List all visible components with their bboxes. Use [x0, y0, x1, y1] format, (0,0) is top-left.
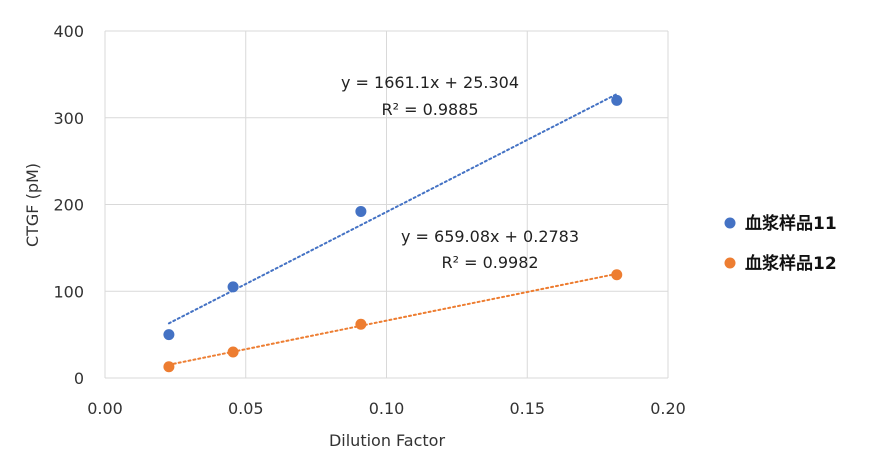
- x-tick-label-1: 0.05: [228, 399, 264, 418]
- x-tick-label-3: 0.15: [509, 399, 545, 418]
- point-series1-2: [355, 205, 367, 217]
- x-tick-label-2: 0.10: [369, 399, 405, 418]
- data-points: [163, 94, 623, 373]
- x-axis-title: Dilution Factor: [329, 431, 445, 450]
- legend: 血浆样品11 血浆样品12: [724, 213, 837, 274]
- x-tick-label-0: 0.00: [87, 399, 123, 418]
- y-tick-label-2: 200: [53, 196, 84, 215]
- series2-equation: y = 659.08x + 0.2783: [401, 227, 579, 246]
- legend-marker-series1: [724, 217, 736, 229]
- point-series2-2: [355, 318, 367, 330]
- y-axis-title: CTGF (pM): [23, 163, 42, 247]
- trendlines: [167, 93, 618, 366]
- point-series2-1: [227, 346, 239, 358]
- y-tick-label-4: 400: [53, 22, 84, 41]
- legend-marker-series2: [724, 257, 736, 269]
- trendline-series2: [167, 272, 618, 366]
- legend-label-series1: 血浆样品11: [745, 213, 837, 234]
- series1-equation: y = 1661.1x + 25.304: [341, 73, 519, 92]
- point-series1-0: [163, 329, 175, 341]
- point-series1-3: [611, 94, 623, 106]
- point-series1-1: [227, 281, 239, 293]
- point-series2-3: [611, 269, 623, 281]
- x-axis-ticks: 0.00 0.05 0.10 0.15 0.20: [87, 399, 686, 418]
- y-axis-ticks: 0 100 200 300 400: [53, 22, 84, 388]
- x-tick-label-4: 0.20: [650, 399, 686, 418]
- legend-label-series2: 血浆样品12: [745, 253, 837, 274]
- point-series2-0: [163, 361, 175, 373]
- y-tick-label-1: 100: [53, 282, 84, 301]
- y-tick-label-3: 300: [53, 109, 84, 128]
- grid: [104, 30, 669, 379]
- trendline-series1: [167, 93, 618, 325]
- y-tick-label-0: 0: [74, 369, 84, 388]
- series2-r2: R² = 0.9982: [441, 253, 538, 272]
- series1-r2: R² = 0.9885: [381, 100, 478, 119]
